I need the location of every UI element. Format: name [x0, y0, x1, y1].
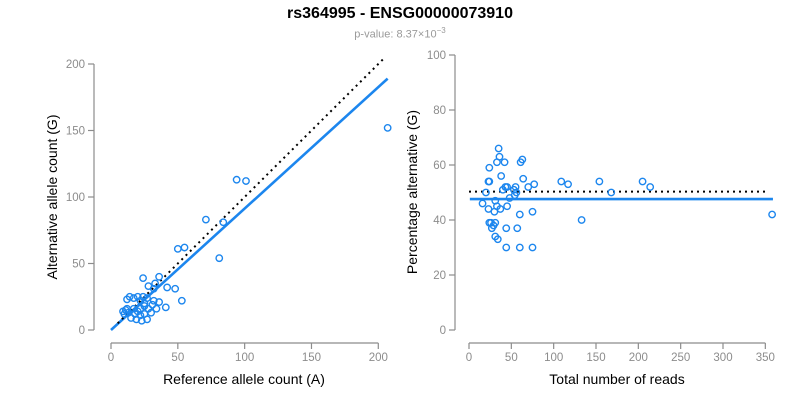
scatter-point [487, 224, 496, 233]
right-scatter-plot: 0 20 40 60 80 100 0 50 100 150 200 250 300 350 [427, 50, 777, 364]
y-tick-label: 60 [433, 160, 446, 172]
x-tick-label: 250 [671, 352, 690, 364]
y-tick-label: 100 [427, 50, 446, 62]
x-tick-label: 100 [235, 352, 254, 364]
y-tick-label: 50 [72, 259, 85, 271]
scatter-point [502, 224, 511, 233]
scatter-point [139, 274, 147, 283]
scatter-point [491, 218, 500, 227]
left-yaxis-title: Alternative allele count (G) [44, 115, 60, 280]
y-tick-label: 40 [433, 215, 446, 227]
scatter-point [513, 224, 522, 233]
identity-line [116, 57, 385, 325]
pvalue-text: p-value: 8.37×10 [354, 28, 437, 41]
scatter-point [151, 279, 160, 288]
scatter-point [498, 185, 507, 194]
scatter-point [557, 177, 566, 186]
scatter-point [528, 207, 537, 216]
scatter-point [497, 172, 506, 180]
scatter-point [493, 235, 502, 244]
pvalue-exponent: −3 [436, 26, 446, 35]
scatter-point [595, 177, 604, 186]
scatter-point [503, 202, 512, 211]
scatter-point [768, 210, 777, 219]
scatter-point [502, 243, 511, 252]
scatter-point [485, 163, 494, 172]
scatter-point [149, 284, 158, 293]
x-tick-label: 200 [629, 352, 648, 364]
scatter-point [133, 307, 142, 316]
scatter-point [638, 177, 647, 186]
scatter-point [132, 315, 141, 324]
y-tick-label: 20 [433, 270, 446, 282]
scatter-point [646, 183, 655, 191]
scatter-point [490, 207, 499, 216]
right-yaxis-title: Percentage alternative (G) [404, 110, 420, 274]
scatter-point [215, 254, 224, 263]
x-tick-label: 100 [544, 352, 563, 364]
scatter-point [577, 216, 586, 224]
x-tick-label: 0 [108, 352, 114, 364]
y-tick-label: 100 [66, 192, 85, 204]
y-tick-label: 150 [66, 126, 85, 138]
scatter-point [511, 183, 520, 191]
scatter-point [149, 296, 158, 305]
scatter-point [155, 298, 164, 306]
scatter-point [129, 294, 138, 302]
scatter-point [161, 303, 170, 312]
scatter-point [383, 123, 392, 132]
scatter-point [607, 188, 616, 197]
x-tick-label: 0 [466, 352, 472, 364]
x-tick-label: 150 [302, 352, 321, 364]
x-tick-label: 300 [713, 352, 732, 364]
scatter-point [494, 144, 503, 153]
scatter-point [515, 243, 524, 252]
scatter-point [143, 315, 151, 324]
scatter-point [125, 292, 134, 301]
scatter-point [515, 210, 524, 219]
y-tick-label: 0 [440, 325, 446, 337]
right-xaxis-title: Total number of reads [549, 371, 684, 387]
scatter-point [500, 158, 509, 167]
left-xaxis-title: Reference allele count (A) [163, 371, 325, 387]
x-tick-label: 200 [369, 352, 388, 364]
scatter-point [478, 199, 487, 208]
x-tick-label: 50 [505, 352, 518, 364]
scatter-point [232, 175, 241, 184]
scatter-point [485, 177, 494, 186]
y-tick-label: 0 [79, 325, 85, 337]
x-tick-label: 150 [586, 352, 605, 364]
scatter-point [171, 284, 180, 293]
left-scatter-plot: 0 50 100 150 200 0 50 100 150 200 [66, 57, 392, 364]
scatter-point [152, 304, 161, 313]
scatter-point [148, 300, 157, 309]
scatter-point [177, 296, 186, 305]
scatter-point [518, 155, 527, 164]
scatter-point [201, 215, 210, 224]
scatter-point [564, 180, 572, 189]
scatter-point [505, 194, 514, 202]
figure-subtitle: p-value: 8.37×10−3 [0, 26, 800, 41]
scatter-point [519, 174, 528, 183]
y-tick-label: 80 [433, 105, 446, 117]
scatter-point [242, 177, 250, 185]
scatter-point [493, 158, 501, 167]
scatter-point [155, 272, 164, 281]
scatter-point [173, 244, 182, 253]
scatter-point [482, 188, 490, 197]
scatter-point [524, 183, 533, 191]
x-tick-label: 350 [756, 352, 775, 364]
scatter-point [180, 243, 189, 252]
scatter-point [163, 283, 172, 292]
x-tick-label: 50 [171, 352, 184, 364]
scatter-point [127, 314, 135, 322]
figure-title: rs364995 - ENSG00000073910 [287, 5, 513, 22]
y-tick-label: 200 [66, 59, 85, 71]
scatter-point [137, 316, 146, 325]
scatter-point [140, 299, 149, 308]
scatter-point [528, 243, 537, 252]
scatter-point [121, 306, 130, 314]
scatter-point [219, 218, 228, 227]
